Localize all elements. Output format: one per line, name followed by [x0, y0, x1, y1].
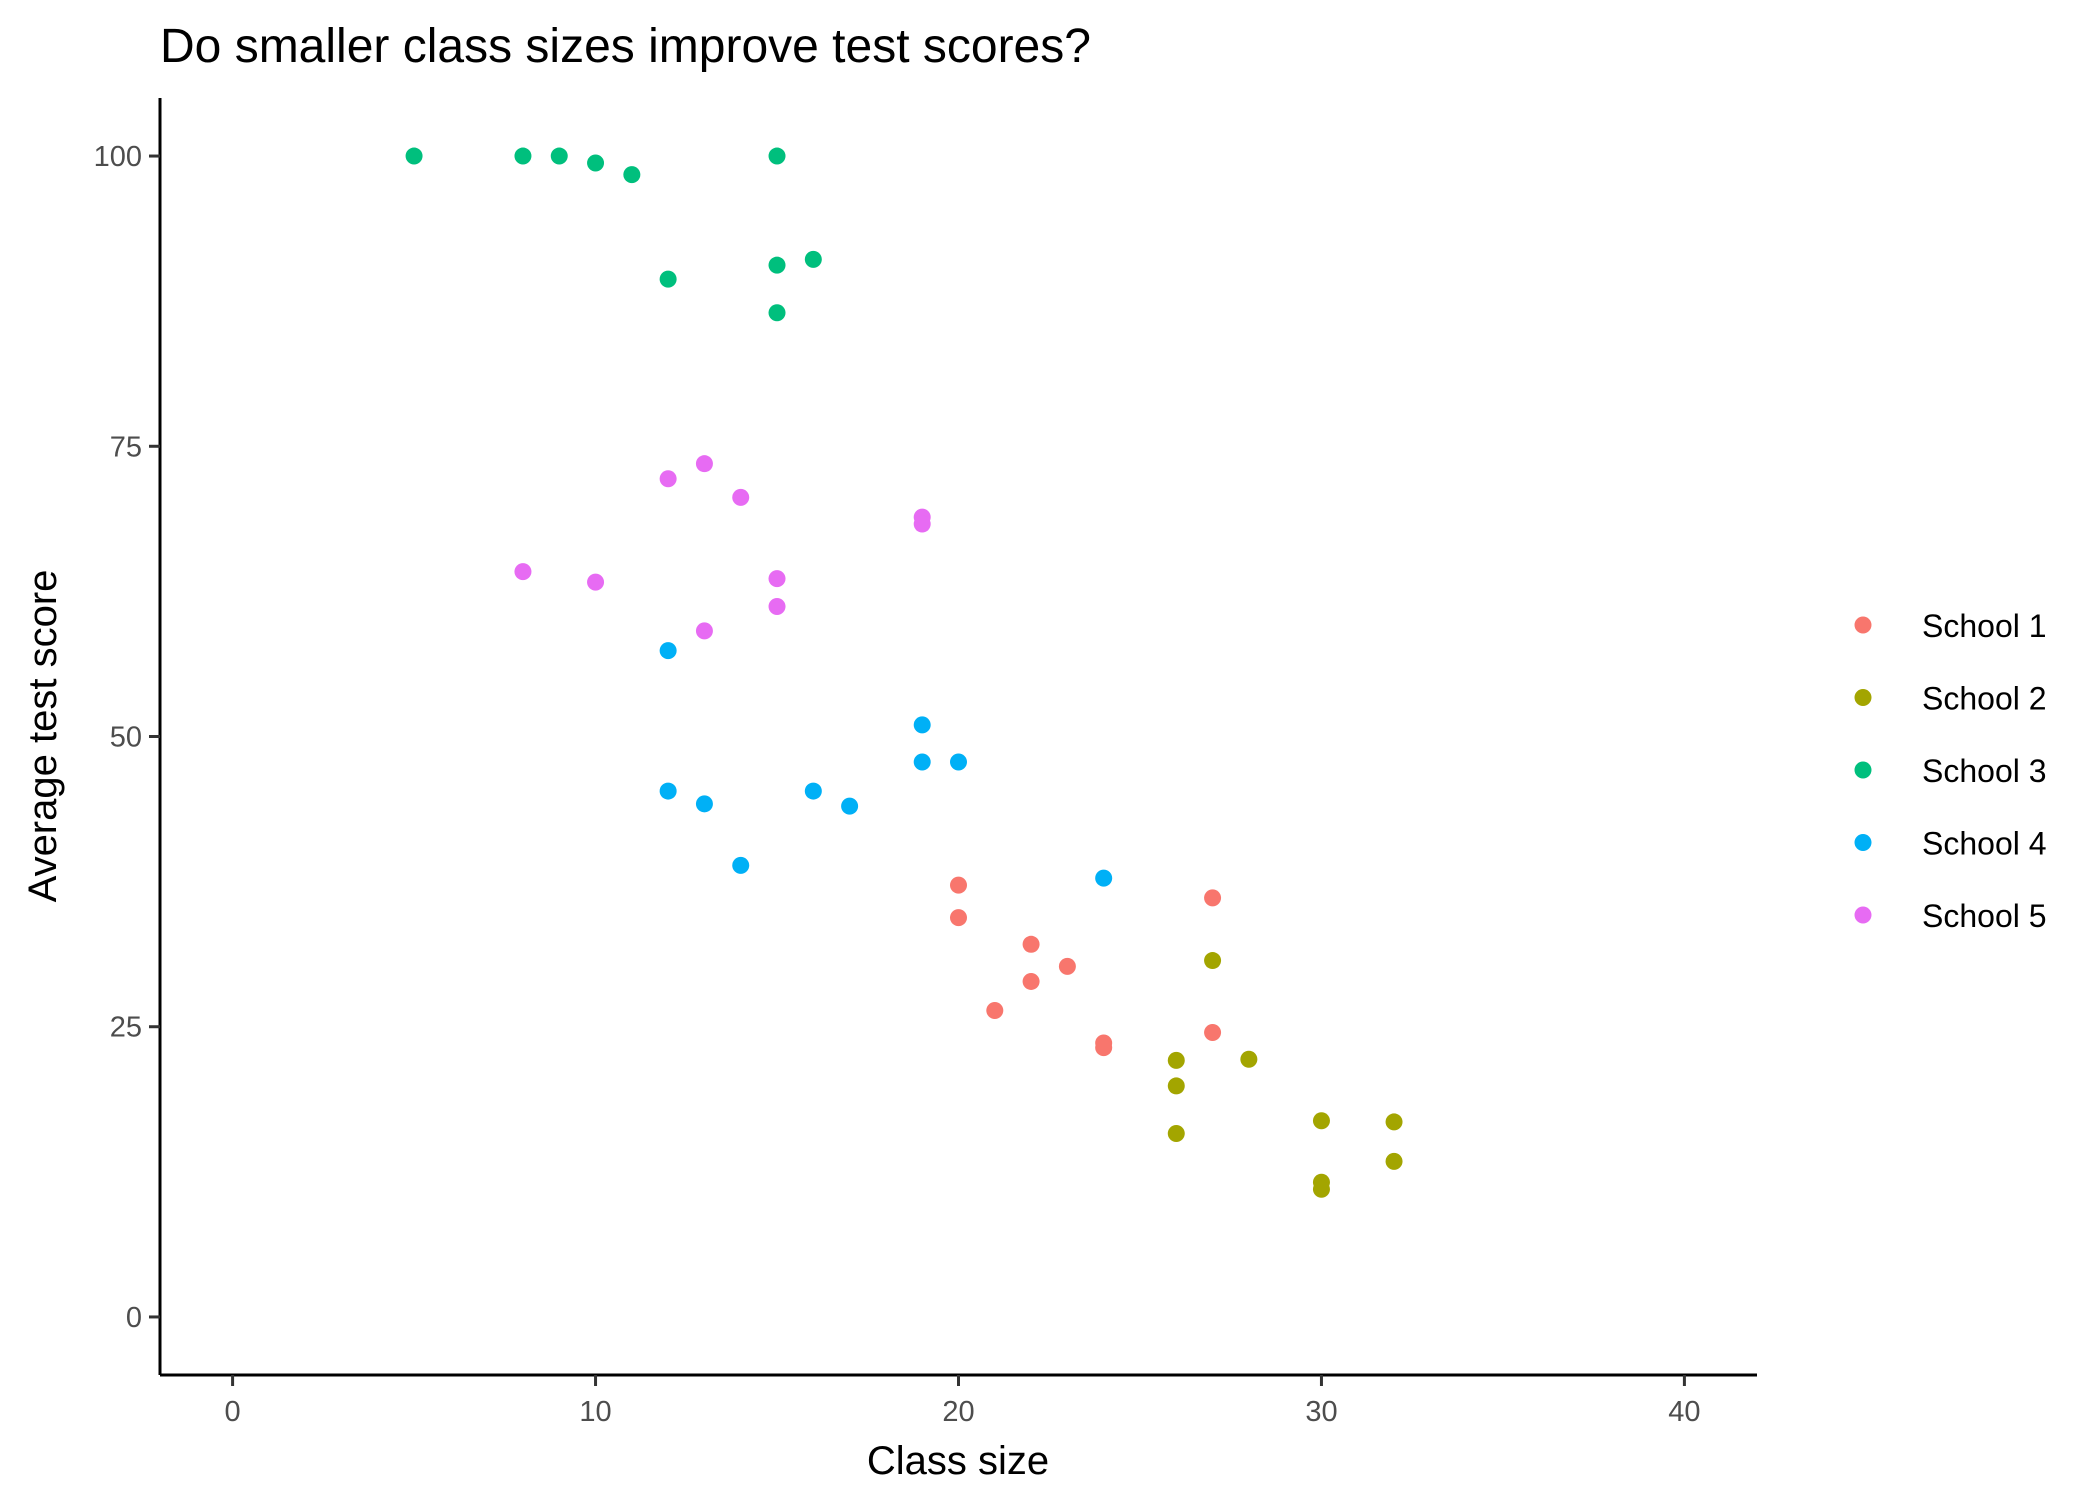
data-point-school-3 — [514, 147, 532, 165]
data-point-school-3 — [768, 304, 786, 322]
legend-key-school-5 — [1854, 906, 1872, 924]
data-point-school-4 — [659, 782, 677, 800]
data-point-school-4 — [804, 782, 822, 800]
data-point-school-4 — [913, 753, 931, 771]
y-axis-ticks: 0 25 50 75 100 — [94, 141, 160, 1334]
data-point-school-5 — [659, 470, 677, 488]
x-tick-label: 0 — [225, 1396, 241, 1428]
data-point-school-5 — [768, 570, 786, 588]
data-point-school-2 — [1204, 952, 1222, 970]
legend-key-school-3 — [1854, 761, 1872, 779]
data-point-school-3 — [768, 256, 786, 274]
data-point-school-1 — [1204, 889, 1222, 907]
data-point-school-5 — [913, 515, 931, 533]
y-tick-label: 75 — [110, 431, 142, 463]
data-point-school-1 — [1022, 972, 1040, 990]
data-point-school-2 — [1385, 1113, 1403, 1131]
legend-label-school-1: School 1 — [1922, 608, 2047, 644]
chart-title: Do smaller class sizes improve test scor… — [160, 20, 1091, 73]
data-point-school-4 — [913, 716, 931, 734]
data-point-school-3 — [550, 147, 568, 165]
x-axis-ticks: 0 10 20 30 40 — [225, 1375, 1701, 1428]
legend-label-school-3: School 3 — [1922, 753, 2047, 789]
data-point-school-4 — [695, 795, 713, 813]
legend-key-school-2 — [1854, 689, 1872, 706]
data-point-school-4 — [732, 856, 750, 874]
data-point-school-2 — [1240, 1050, 1258, 1068]
data-point-school-3 — [405, 147, 423, 165]
y-tick-label: 50 — [110, 722, 142, 754]
x-tick-label: 10 — [579, 1396, 611, 1428]
data-point-school-5 — [587, 573, 605, 591]
data-point-school-3 — [587, 154, 605, 172]
data-point-school-2 — [1167, 1051, 1185, 1069]
data-point-school-3 — [659, 270, 677, 288]
x-tick-label: 30 — [1305, 1396, 1337, 1428]
data-point-school-1 — [986, 1001, 1004, 1019]
data-point-school-5 — [695, 622, 713, 640]
data-point-school-4 — [659, 642, 677, 660]
data-point-school-5 — [695, 455, 713, 473]
y-tick-label: 0 — [126, 1302, 142, 1334]
data-point-school-3 — [768, 147, 786, 165]
data-point-school-2 — [1312, 1180, 1330, 1198]
data-point-school-3 — [623, 166, 641, 184]
data-point-school-1 — [1058, 957, 1076, 975]
data-point-school-1 — [1022, 935, 1040, 953]
x-axis-title: Class size — [867, 1439, 1049, 1483]
data-point-school-1 — [1095, 1039, 1113, 1057]
data-point-school-4 — [841, 797, 859, 815]
legend-label-school-4: School 4 — [1922, 826, 2047, 862]
data-point-school-1 — [950, 876, 967, 894]
data-point-school-2 — [1167, 1125, 1185, 1143]
x-tick-label: 40 — [1668, 1396, 1700, 1428]
data-point-school-1 — [950, 909, 967, 927]
legend-label-school-2: School 2 — [1922, 681, 2047, 717]
data-point-school-1 — [1204, 1024, 1222, 1042]
data-points — [405, 147, 1403, 1198]
data-point-school-4 — [1095, 869, 1113, 887]
data-point-school-3 — [804, 250, 822, 268]
legend-key-school-1 — [1854, 616, 1872, 634]
x-tick-label: 20 — [942, 1396, 974, 1428]
data-point-school-2 — [1312, 1112, 1330, 1130]
data-point-school-5 — [732, 488, 750, 506]
data-point-school-4 — [950, 753, 967, 771]
data-point-school-5 — [768, 597, 786, 615]
legend: School 1 School 2 School 3 School 4 School 5 — [1854, 608, 2047, 934]
y-tick-label: 100 — [94, 141, 142, 173]
y-tick-label: 25 — [110, 1012, 142, 1044]
data-point-school-2 — [1385, 1152, 1403, 1170]
data-point-school-2 — [1167, 1077, 1185, 1095]
legend-key-school-4 — [1854, 834, 1872, 851]
legend-label-school-5: School 5 — [1922, 898, 2047, 934]
y-axis-title: Average test score — [21, 570, 65, 903]
data-point-school-5 — [514, 563, 532, 581]
